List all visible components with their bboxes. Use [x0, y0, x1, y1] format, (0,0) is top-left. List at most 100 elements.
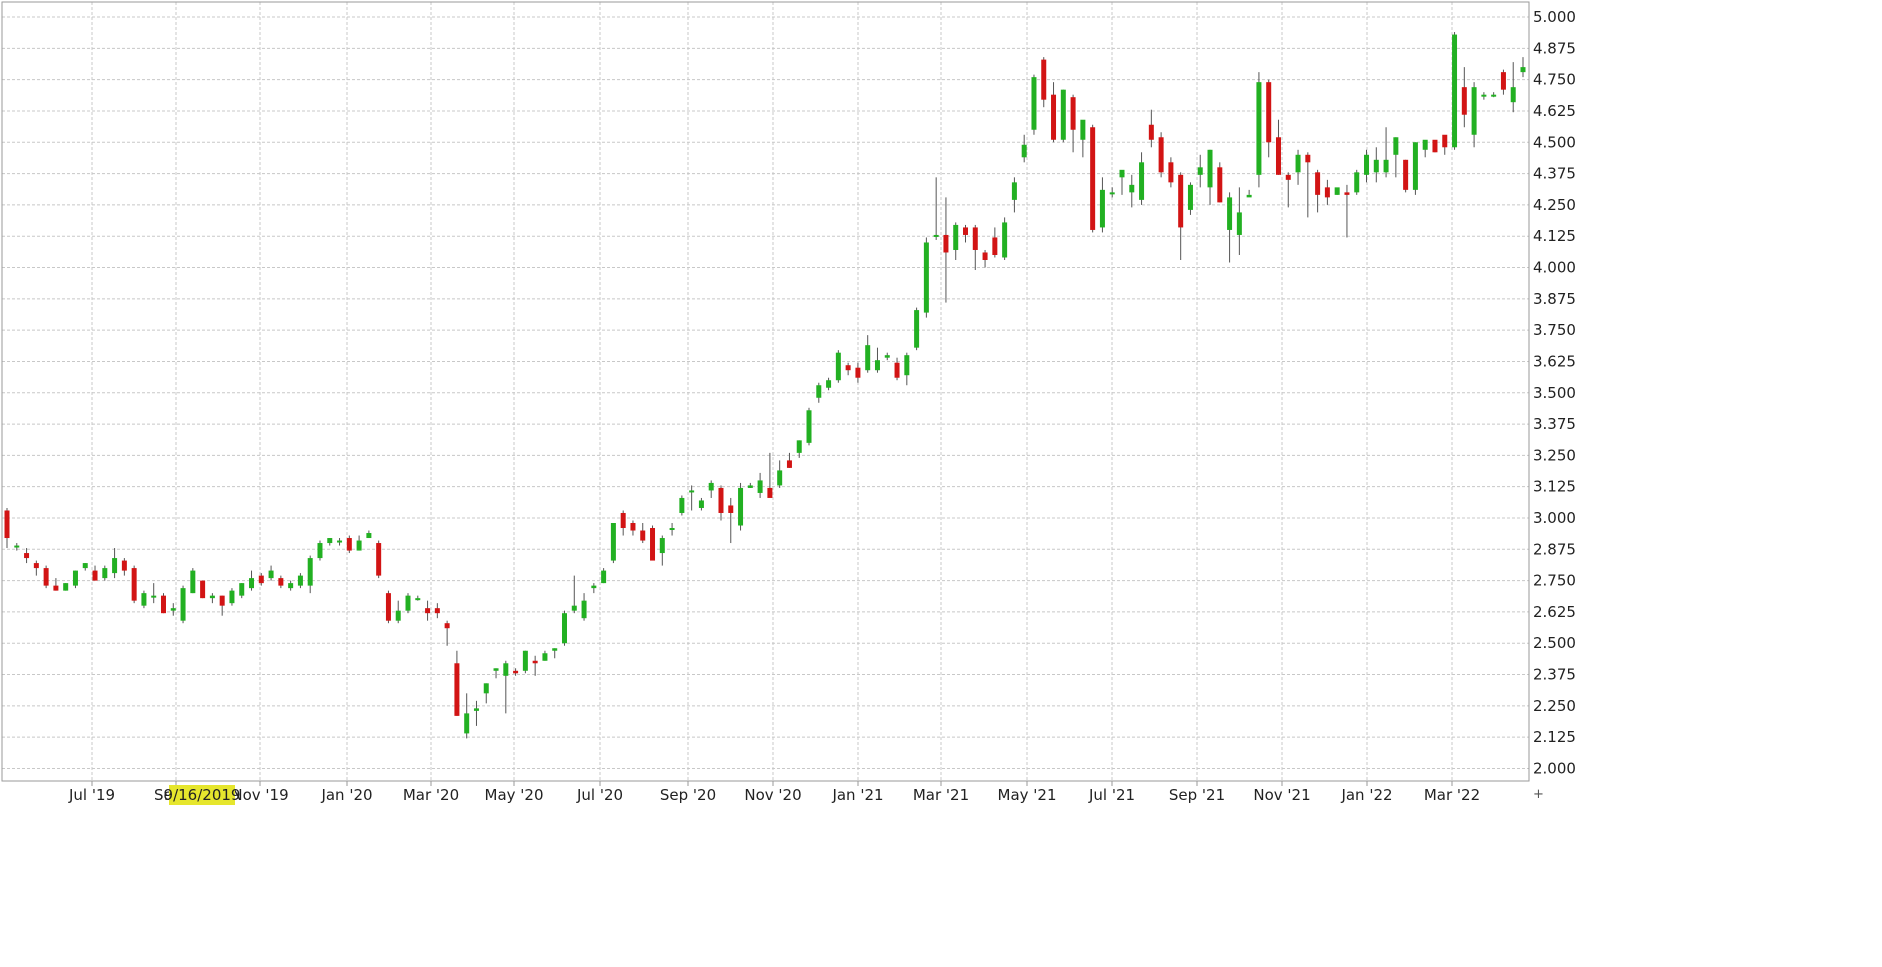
candle [1520, 57, 1526, 78]
candle-body-up [679, 497, 685, 513]
candle-body-up [337, 540, 343, 543]
candle-body-down [1158, 137, 1164, 173]
candle-body-down [1285, 174, 1291, 180]
candle-body-down [786, 460, 792, 468]
candle-body-up [14, 545, 20, 548]
candle [620, 510, 626, 536]
candle [1197, 154, 1203, 188]
candle [904, 352, 910, 386]
candle [1011, 177, 1017, 213]
candle [1471, 82, 1477, 148]
candle-body-up [561, 613, 567, 644]
x-tick-label: Mar '21 [913, 786, 969, 804]
candle [121, 558, 127, 576]
candle [239, 583, 245, 599]
x-tick-label: May '21 [998, 786, 1057, 804]
candle-body-down [1461, 87, 1467, 115]
candle-body-up [904, 355, 910, 376]
y-tick-label: 2.250 [1533, 697, 1576, 715]
candle [1060, 89, 1066, 143]
candle-body-up [170, 608, 176, 611]
x-tick-label: Jan '21 [831, 786, 883, 804]
axes: 5.000 4.875 4.750 4.625 4.500 4.375 4.250 4.125… [1, 1, 1576, 805]
y-tick-label: 2.125 [1533, 728, 1576, 746]
candle-body-down [131, 568, 137, 601]
candle-body-up [552, 648, 558, 651]
candle [1275, 119, 1281, 175]
x-tick-label: Mar '20 [403, 786, 459, 804]
candle [835, 350, 841, 383]
candle [1002, 217, 1008, 260]
candle [738, 482, 744, 531]
candle [395, 600, 401, 624]
candle-body-up [317, 543, 323, 559]
candle-body-up [806, 410, 812, 443]
candle-body-down [1315, 172, 1321, 195]
candle-body-down [278, 578, 284, 586]
candle [522, 650, 528, 674]
candle [1393, 137, 1399, 178]
candle [1148, 109, 1154, 148]
candle [141, 590, 147, 609]
candle [708, 480, 714, 498]
candle [190, 568, 196, 594]
candle-body-up [1520, 67, 1526, 73]
candle [385, 590, 391, 624]
candle-body-down [1148, 124, 1154, 140]
candle [229, 588, 235, 606]
candle-body-up [209, 595, 215, 599]
candle-body-up [933, 234, 939, 237]
candle-body-down [1041, 59, 1047, 100]
candle [268, 565, 274, 581]
candle [601, 568, 607, 584]
candle-body-up [1246, 194, 1252, 198]
candle [63, 583, 69, 591]
x-tick-label: Se [154, 786, 173, 804]
candle [1021, 134, 1027, 163]
candle [327, 538, 333, 546]
candle [1217, 162, 1223, 203]
y-tick-label: 4.750 [1533, 71, 1576, 89]
candle-body-up [493, 668, 499, 671]
candle [1383, 127, 1389, 178]
y-tick-label: 3.250 [1533, 446, 1576, 464]
candle [923, 237, 929, 318]
candle [454, 650, 460, 716]
candle [1354, 169, 1360, 195]
candle-body-down [33, 563, 39, 569]
candle-body-up [923, 242, 929, 313]
y-tick-label: 4.625 [1533, 102, 1576, 120]
candle [1031, 74, 1037, 135]
candle [747, 482, 753, 488]
crosshair-marker: + [1533, 787, 1544, 802]
candle [767, 452, 773, 498]
candle-body-up [1021, 144, 1027, 158]
candle-body-up [1510, 87, 1516, 103]
candle-body-up [1187, 184, 1193, 210]
candle-body-up [1481, 94, 1487, 97]
candle-body-down [963, 227, 969, 235]
candle-body-up [1471, 87, 1477, 135]
candle-body-up [826, 380, 832, 388]
candle-body-up [1099, 189, 1105, 228]
candle [561, 610, 567, 646]
candle [4, 507, 10, 549]
candle-body-up [874, 360, 880, 371]
candle [1491, 92, 1497, 98]
candle-body-down [376, 543, 382, 576]
candle-body-up [249, 578, 255, 589]
candle [209, 593, 215, 604]
candle [473, 700, 479, 726]
candle-body-up [141, 593, 147, 606]
candle [816, 382, 822, 403]
candle-body-down [4, 510, 10, 539]
candle-body-down [845, 365, 851, 371]
candle [933, 177, 939, 240]
candle-body-up [601, 570, 607, 584]
candle-body-up [366, 533, 372, 539]
candle-body-up [356, 540, 362, 551]
candle [356, 535, 362, 551]
candle [1266, 79, 1272, 158]
